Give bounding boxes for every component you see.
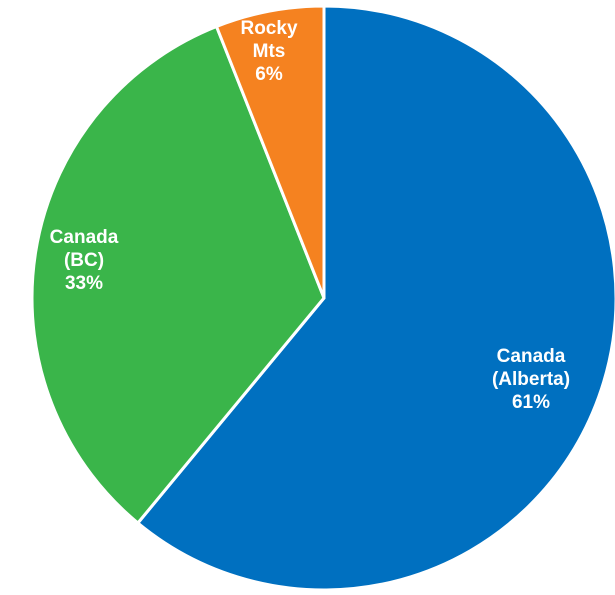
slice-label-line: Mts [253,41,286,62]
slice-percent: 6% [255,64,283,85]
pie-slice-canada-bc [30,25,326,525]
pie-slice-canada-alberta [136,4,615,592]
slice-label-canada-alberta: Canada (Alberta) 61% [492,346,570,413]
slice-percent: 61% [512,392,550,413]
slice-label-rocky-mts: Rocky Mts 6% [240,18,297,85]
slice-label-canada-bc: Canada (BC) 33% [50,227,119,294]
slice-label-line: Canada [50,227,119,248]
slice-label-line: (Alberta) [492,369,570,390]
slice-label-line: Rocky [240,18,297,39]
slice-label-line: Canada [497,346,566,367]
pie-labels: Canada (Alberta) 61%Canada (BC) 33%Rocky Mts 6… [50,18,570,413]
pie-slices [30,4,615,592]
slice-label-line: (BC) [64,250,104,271]
pie-slice-rocky-mts [215,4,326,300]
slice-percent: 33% [65,273,103,294]
